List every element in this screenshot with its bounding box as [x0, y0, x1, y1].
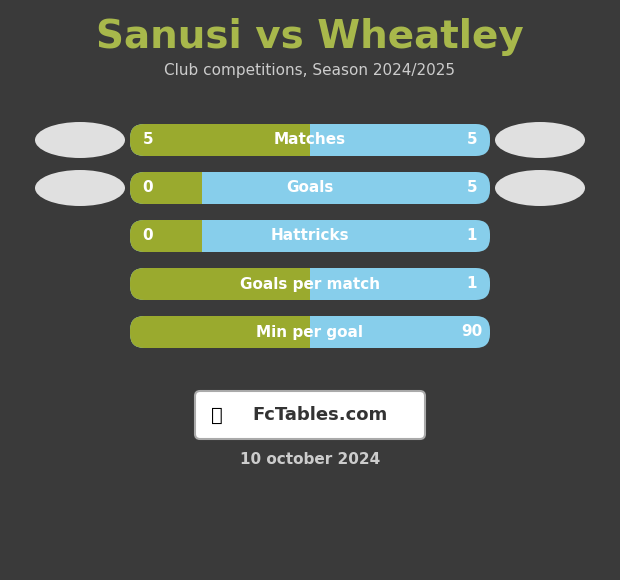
FancyBboxPatch shape — [130, 268, 490, 300]
Text: 0: 0 — [143, 180, 153, 195]
FancyBboxPatch shape — [130, 316, 310, 348]
Ellipse shape — [35, 122, 125, 158]
FancyBboxPatch shape — [130, 124, 310, 156]
Text: 5: 5 — [467, 132, 477, 147]
FancyBboxPatch shape — [130, 124, 490, 156]
Text: 1: 1 — [467, 277, 477, 292]
FancyBboxPatch shape — [130, 172, 490, 204]
Text: 5: 5 — [467, 180, 477, 195]
FancyBboxPatch shape — [130, 220, 202, 252]
Text: 5: 5 — [143, 132, 153, 147]
Text: 10 october 2024: 10 october 2024 — [240, 452, 380, 467]
Ellipse shape — [495, 122, 585, 158]
Text: Goals per match: Goals per match — [240, 277, 380, 292]
Text: 📊: 📊 — [211, 405, 223, 425]
Ellipse shape — [495, 170, 585, 206]
Bar — [188, 172, 202, 204]
Text: Min per goal: Min per goal — [257, 324, 363, 339]
FancyBboxPatch shape — [195, 391, 425, 439]
Text: Hattricks: Hattricks — [271, 229, 349, 244]
Text: Club competitions, Season 2024/2025: Club competitions, Season 2024/2025 — [164, 63, 456, 78]
Ellipse shape — [35, 170, 125, 206]
FancyBboxPatch shape — [130, 316, 490, 348]
FancyBboxPatch shape — [130, 220, 490, 252]
FancyBboxPatch shape — [130, 268, 310, 300]
Text: 90: 90 — [461, 324, 482, 339]
Bar — [188, 220, 202, 252]
FancyBboxPatch shape — [130, 172, 202, 204]
Text: Matches: Matches — [274, 132, 346, 147]
Bar — [296, 316, 310, 348]
Text: Sanusi vs Wheatley: Sanusi vs Wheatley — [96, 18, 524, 56]
Text: FcTables.com: FcTables.com — [252, 406, 388, 424]
Text: Goals: Goals — [286, 180, 334, 195]
Text: 1: 1 — [467, 229, 477, 244]
Bar — [296, 124, 310, 156]
Text: 0: 0 — [143, 229, 153, 244]
Bar — [296, 268, 310, 300]
